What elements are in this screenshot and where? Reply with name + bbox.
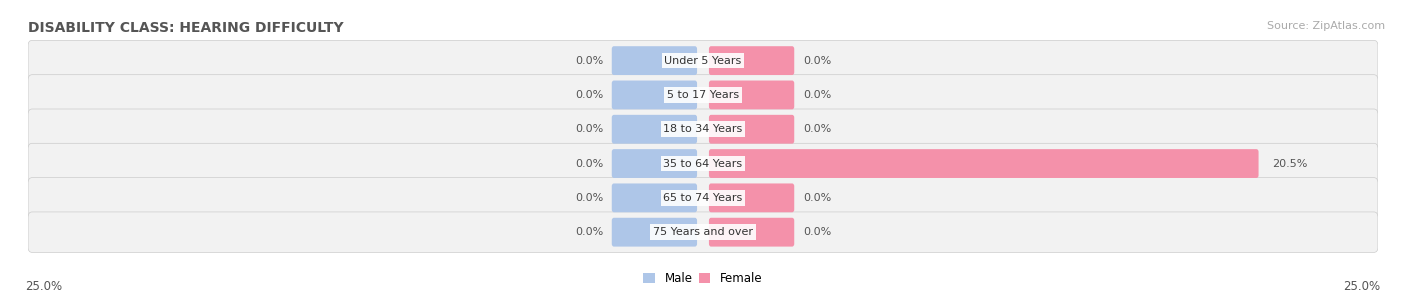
Text: 0.0%: 0.0% [803,56,831,66]
FancyBboxPatch shape [612,115,697,144]
FancyBboxPatch shape [709,115,794,144]
Text: 0.0%: 0.0% [575,56,603,66]
Text: 25.0%: 25.0% [1344,280,1381,293]
Text: 35 to 64 Years: 35 to 64 Years [664,159,742,169]
Text: 0.0%: 0.0% [575,159,603,169]
FancyBboxPatch shape [28,143,1378,184]
FancyBboxPatch shape [612,149,697,178]
FancyBboxPatch shape [28,109,1378,149]
FancyBboxPatch shape [28,75,1378,115]
Text: 0.0%: 0.0% [575,193,603,203]
FancyBboxPatch shape [28,212,1378,253]
Legend: Male, Female: Male, Female [638,267,768,290]
Text: Under 5 Years: Under 5 Years [665,56,741,66]
Text: DISABILITY CLASS: HEARING DIFFICULTY: DISABILITY CLASS: HEARING DIFFICULTY [28,21,343,35]
FancyBboxPatch shape [709,149,1258,178]
FancyBboxPatch shape [709,46,794,75]
FancyBboxPatch shape [612,184,697,212]
Text: 0.0%: 0.0% [803,124,831,134]
FancyBboxPatch shape [612,46,697,75]
Text: 0.0%: 0.0% [575,227,603,237]
FancyBboxPatch shape [709,218,794,246]
Text: 18 to 34 Years: 18 to 34 Years [664,124,742,134]
FancyBboxPatch shape [709,81,794,109]
Text: 0.0%: 0.0% [803,193,831,203]
Text: 0.0%: 0.0% [575,124,603,134]
Text: 0.0%: 0.0% [803,90,831,100]
Text: 65 to 74 Years: 65 to 74 Years [664,193,742,203]
FancyBboxPatch shape [612,81,697,109]
Text: Source: ZipAtlas.com: Source: ZipAtlas.com [1267,21,1385,31]
Text: 75 Years and over: 75 Years and over [652,227,754,237]
Text: 0.0%: 0.0% [575,90,603,100]
FancyBboxPatch shape [612,218,697,246]
FancyBboxPatch shape [28,178,1378,218]
FancyBboxPatch shape [709,184,794,212]
Text: 25.0%: 25.0% [25,280,62,293]
Text: 0.0%: 0.0% [803,227,831,237]
FancyBboxPatch shape [28,40,1378,81]
Text: 5 to 17 Years: 5 to 17 Years [666,90,740,100]
Text: 20.5%: 20.5% [1272,159,1308,169]
